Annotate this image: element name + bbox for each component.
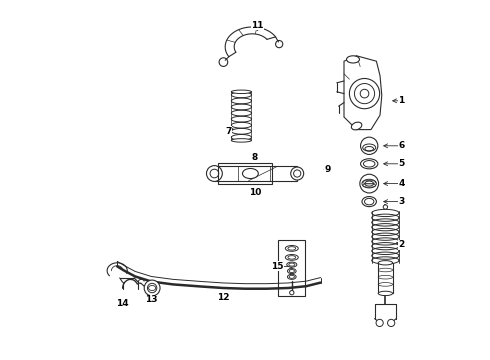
Ellipse shape (362, 197, 376, 207)
Polygon shape (344, 56, 382, 130)
Text: 5: 5 (398, 159, 405, 168)
Text: 7: 7 (225, 127, 232, 136)
Text: 6: 6 (398, 141, 405, 150)
Text: 11: 11 (251, 21, 264, 30)
Text: 3: 3 (398, 197, 405, 206)
Circle shape (383, 205, 388, 209)
Bar (218, 163, 272, 184)
Circle shape (361, 137, 378, 154)
Ellipse shape (288, 269, 296, 274)
Ellipse shape (287, 262, 297, 267)
Ellipse shape (361, 159, 378, 169)
Ellipse shape (243, 168, 258, 179)
Circle shape (290, 291, 294, 295)
Ellipse shape (231, 90, 251, 94)
Text: 10: 10 (249, 188, 261, 197)
Bar (215, 166, 297, 181)
Circle shape (206, 166, 222, 181)
Ellipse shape (285, 246, 298, 251)
Circle shape (291, 167, 304, 180)
Circle shape (360, 174, 379, 193)
Text: 14: 14 (116, 299, 129, 307)
Text: 8: 8 (252, 153, 258, 162)
Ellipse shape (285, 255, 298, 260)
Ellipse shape (378, 261, 392, 265)
Ellipse shape (346, 56, 360, 63)
Text: 9: 9 (324, 165, 331, 174)
Circle shape (388, 319, 395, 327)
Text: 1: 1 (398, 96, 405, 105)
Circle shape (376, 319, 383, 327)
Ellipse shape (231, 139, 251, 142)
Ellipse shape (288, 274, 296, 279)
Text: 13: 13 (145, 295, 158, 304)
Text: 15: 15 (271, 262, 284, 271)
Ellipse shape (351, 122, 362, 130)
Circle shape (144, 280, 160, 296)
Text: 2: 2 (398, 240, 405, 249)
Ellipse shape (363, 144, 376, 151)
Bar (278, 240, 305, 296)
Circle shape (349, 78, 380, 109)
Text: 12: 12 (217, 292, 230, 302)
Text: 4: 4 (398, 179, 405, 188)
Ellipse shape (378, 291, 392, 296)
